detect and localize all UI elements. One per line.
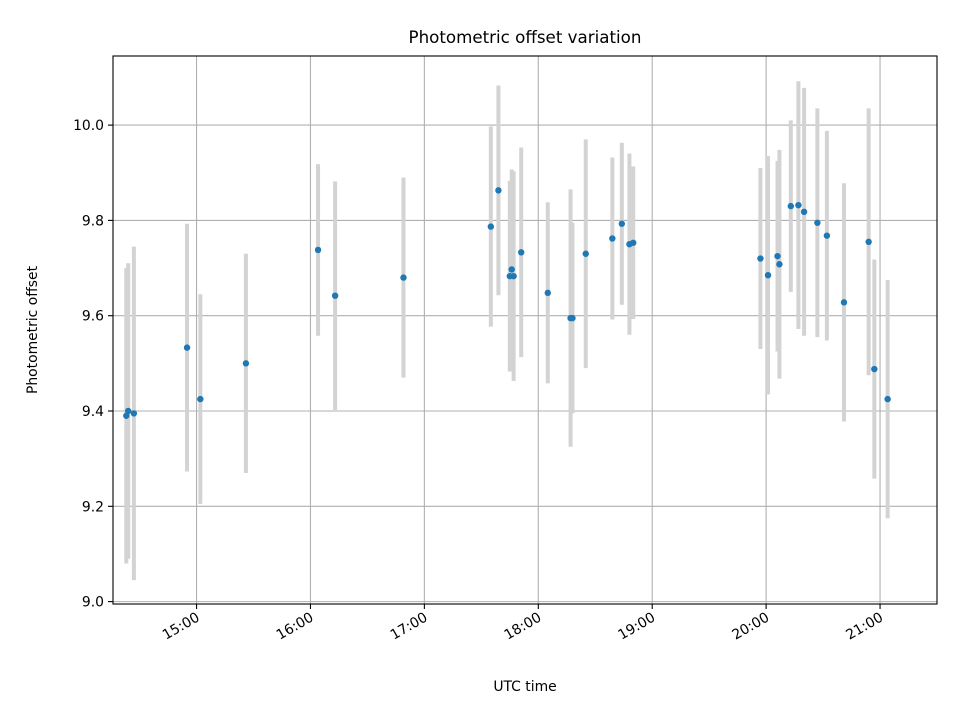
- data-point-7: [331, 292, 339, 299]
- x-tick-label-5: 20:00: [729, 610, 772, 644]
- data-point-35: [884, 395, 891, 403]
- data-point-34: [871, 365, 878, 373]
- data-point-1: [124, 407, 132, 415]
- x-tick-label-6: 21:00: [843, 610, 886, 644]
- error-bars: [124, 81, 890, 581]
- data-point-32: [840, 299, 848, 306]
- data-point-15: [544, 289, 551, 297]
- data-points: [123, 187, 891, 419]
- x-axis-ticks: 15:00 16:00 17:00 18:00 19:00 20:00 21:00: [160, 604, 886, 643]
- data-point-20: [618, 220, 626, 227]
- data-point-29: [800, 208, 808, 216]
- y-tick-label-4: 9.8: [82, 213, 104, 229]
- data-point-24: [764, 272, 772, 279]
- data-point-9: [487, 223, 495, 230]
- y-tick-label-0: 9.0: [82, 595, 104, 611]
- data-point-27: [787, 202, 795, 210]
- data-point-28: [795, 201, 802, 209]
- data-point-26: [776, 261, 783, 268]
- grid: [113, 56, 937, 604]
- x-tick-label-3: 18:00: [502, 610, 545, 644]
- data-point-4: [197, 395, 204, 403]
- x-tick-label-1: 16:00: [274, 610, 317, 644]
- y-tick-label-2: 9.4: [82, 404, 104, 420]
- data-point-30: [814, 219, 821, 226]
- x-tick-label-2: 17:00: [388, 610, 431, 644]
- data-point-3: [183, 344, 191, 351]
- y-axis-ticks: 9.0 9.2 9.4 9.6 9.8 10.0: [73, 118, 113, 611]
- data-point-22: [630, 239, 637, 246]
- x-tick-label-4: 19:00: [616, 610, 659, 644]
- data-point-2: [130, 410, 138, 417]
- y-tick-label-5: 10.0: [73, 118, 104, 134]
- data-point-33: [865, 238, 872, 246]
- data-point-14: [518, 249, 525, 256]
- data-point-10: [495, 187, 502, 194]
- x-axis-label: UTC time: [493, 679, 556, 695]
- data-point-6: [314, 246, 322, 254]
- data-point-5: [242, 360, 250, 367]
- chart-title: Photometric offset variation: [409, 27, 642, 47]
- x-tick-label-0: 15:00: [160, 610, 203, 644]
- y-axis-label: Photometric offset: [25, 265, 41, 394]
- plot-frame: [112, 55, 938, 605]
- data-point-13: [510, 272, 517, 280]
- data-point-12: [508, 266, 515, 273]
- data-point-31: [823, 232, 831, 239]
- data-point-19: [609, 235, 616, 242]
- data-point-25: [774, 252, 781, 260]
- data-point-18: [582, 250, 589, 257]
- data-point-23: [757, 255, 764, 262]
- y-tick-label-3: 9.6: [82, 309, 104, 325]
- data-point-17: [569, 314, 576, 322]
- y-tick-label-1: 9.2: [82, 499, 104, 515]
- data-point-8: [400, 274, 407, 281]
